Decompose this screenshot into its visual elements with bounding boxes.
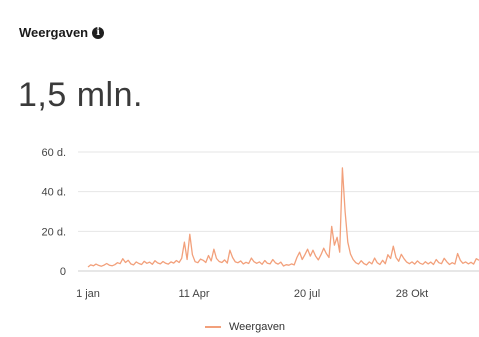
card-header: Weergaven i (19, 25, 105, 40)
card-title: Weergaven (19, 25, 89, 40)
legend-label: Weergaven (229, 321, 286, 333)
x-tick-label: 1 jan (76, 288, 100, 300)
info-icon[interactable]: i (92, 26, 105, 39)
total-views-value: 1,5 mln. (18, 76, 143, 114)
legend-swatch (205, 326, 221, 328)
x-tick-label: 11 Apr (179, 288, 210, 300)
y-tick-label: 40 d. (42, 187, 66, 199)
x-tick-label: 28 Okt (396, 288, 428, 300)
y-tick-label: 0 (60, 266, 66, 278)
x-tick-label: 20 jul (294, 288, 320, 300)
y-tick-label: 60 d. (42, 147, 66, 159)
chart-legend[interactable]: Weergaven (205, 321, 285, 333)
series-line-weergaven[interactable] (87, 167, 479, 268)
y-tick-label: 20 d. (42, 226, 66, 238)
